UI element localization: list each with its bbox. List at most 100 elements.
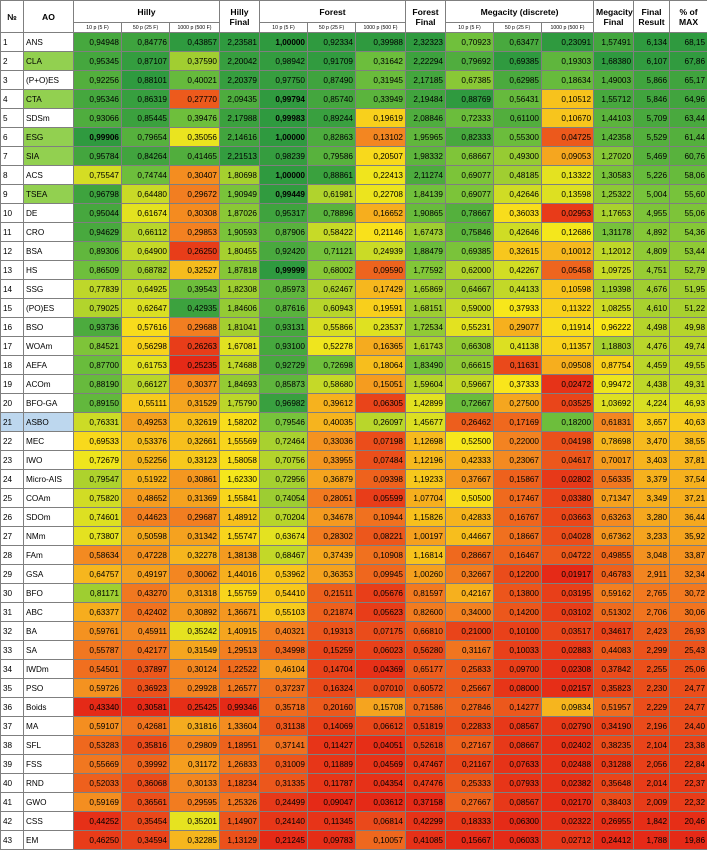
cell-forest-10p: 0,96982 — [260, 394, 308, 413]
cell-hilly-final: 1,38138 — [220, 546, 260, 565]
cell-forest-10p: 0,24140 — [260, 812, 308, 831]
cell-forest-10p: 0,40321 — [260, 622, 308, 641]
cell-megacity-final: 0,26955 — [594, 812, 634, 831]
cell-forest-50p: 0,39612 — [308, 394, 356, 413]
row-number: 28 — [1, 546, 24, 565]
cell-megacity-1000p: 0,02488 — [542, 755, 594, 774]
algorithm-name: BFO — [24, 584, 74, 603]
cell-hilly-final: 1,81041 — [220, 318, 260, 337]
algorithm-name: GSA — [24, 565, 74, 584]
cell-forest-50p: 0,19313 — [308, 622, 356, 641]
cell-megacity-50p: 0,62985 — [494, 71, 542, 90]
cell-megacity-final: 0,34190 — [594, 717, 634, 736]
cell-forest-10p: 0,21245 — [260, 831, 308, 850]
cell-megacity-1000p: 0,03195 — [542, 584, 594, 603]
algorithm-name: (P+O)ES — [24, 71, 74, 90]
algorithm-name: NMm — [24, 527, 74, 546]
cell-forest-final: 1,59604 — [406, 375, 446, 394]
cell-hilly-1000p: 0,29809 — [170, 736, 220, 755]
cell-megacity-50p: 0,08000 — [494, 679, 542, 698]
cell-megacity-10p: 0,28667 — [446, 546, 494, 565]
cell-megacity-50p: 0,07633 — [494, 755, 542, 774]
cell-forest-10p: 0,70204 — [260, 508, 308, 527]
cell-hilly-10p: 0,54501 — [74, 660, 122, 679]
cell-forest-50p: 0,58680 — [308, 375, 356, 394]
cell-hilly-50p: 0,66112 — [122, 223, 170, 242]
cell-forest-1000p: 0,06023 — [356, 641, 406, 660]
cell-final-result: 1,788 — [634, 831, 670, 850]
cell-megacity-1000p: 0,10012 — [542, 242, 594, 261]
cell-hilly-10p: 0,44252 — [74, 812, 122, 831]
cell-forest-final: 1,84139 — [406, 185, 446, 204]
cell-forest-50p: 0,09047 — [308, 793, 356, 812]
cell-megacity-10p: 0,37667 — [446, 470, 494, 489]
cell-forest-final: 0,65177 — [406, 660, 446, 679]
cell-forest-final: 0,37158 — [406, 793, 446, 812]
cell-hilly-1000p: 0,25425 — [170, 698, 220, 717]
cell-megacity-10p: 0,31167 — [446, 641, 494, 660]
cell-megacity-50p: 0,11631 — [494, 356, 542, 375]
cell-megacity-10p: 0,72667 — [446, 394, 494, 413]
cell-forest-1000p: 0,04369 — [356, 660, 406, 679]
cell-final-result: 4,610 — [634, 299, 670, 318]
cell-hilly-final: 1,25326 — [220, 793, 260, 812]
cell-hilly-1000p: 0,31342 — [170, 527, 220, 546]
cell-forest-50p: 0,36879 — [308, 470, 356, 489]
cell-forest-1000p: 0,16652 — [356, 204, 406, 223]
cell-hilly-50p: 0,66127 — [122, 375, 170, 394]
cell-forest-10p: 0,63674 — [260, 527, 308, 546]
cell-final-result: 4,809 — [634, 242, 670, 261]
cell-megacity-final: 0,87754 — [594, 356, 634, 375]
cell-forest-1000p: 0,07010 — [356, 679, 406, 698]
cell-hilly-1000p: 0,43857 — [170, 33, 220, 52]
cell-megacity-final: 0,31288 — [594, 755, 634, 774]
cell-hilly-1000p: 0,37590 — [170, 52, 220, 71]
cell-megacity-final: 0,56335 — [594, 470, 634, 489]
cell-megacity-final: 1,30583 — [594, 166, 634, 185]
cell-megacity-10p: 0,42333 — [446, 451, 494, 470]
row-number: 11 — [1, 223, 24, 242]
row-number: 12 — [1, 242, 24, 261]
cell-forest-50p: 0,82863 — [308, 128, 356, 147]
cell-forest-10p: 0,55103 — [260, 603, 308, 622]
cell-forest-final: 1,65869 — [406, 280, 446, 299]
header-sub: 50 p (25 F) — [308, 23, 356, 33]
cell-forest-final: 2,22294 — [406, 52, 446, 71]
cell-hilly-50p: 0,49253 — [122, 413, 170, 432]
cell-hilly-10p: 0,59761 — [74, 622, 122, 641]
cell-megacity-1000p: 0,03517 — [542, 622, 594, 641]
cell-forest-10p: 1,00000 — [260, 166, 308, 185]
cell-megacity-50p: 0,14277 — [494, 698, 542, 717]
cell-pct-max: 25,43 — [670, 641, 707, 660]
cell-forest-50p: 0,85740 — [308, 90, 356, 109]
cell-final-result: 5,709 — [634, 109, 670, 128]
cell-forest-final: 1,12196 — [406, 451, 446, 470]
row-number: 32 — [1, 622, 24, 641]
row-number: 18 — [1, 356, 24, 375]
cell-forest-1000p: 0,17429 — [356, 280, 406, 299]
algorithm-name: CTA — [24, 90, 74, 109]
algorithm-name: ACOm — [24, 375, 74, 394]
cell-megacity-50p: 0,69385 — [494, 52, 542, 71]
cell-hilly-10p: 0,95044 — [74, 204, 122, 223]
cell-forest-1000p: 0,09590 — [356, 261, 406, 280]
cell-hilly-10p: 0,58634 — [74, 546, 122, 565]
cell-forest-10p: 0,72956 — [260, 470, 308, 489]
row-number: 24 — [1, 470, 24, 489]
algorithm-name: FSS — [24, 755, 74, 774]
cell-final-result: 4,751 — [634, 261, 670, 280]
cell-forest-50p: 0,68002 — [308, 261, 356, 280]
cell-forest-final: 1,16814 — [406, 546, 446, 565]
cell-forest-50p: 0,71121 — [308, 242, 356, 261]
cell-hilly-final: 2,21513 — [220, 147, 260, 166]
cell-hilly-10p: 0,95784 — [74, 147, 122, 166]
cell-forest-1000p: 0,09945 — [356, 565, 406, 584]
